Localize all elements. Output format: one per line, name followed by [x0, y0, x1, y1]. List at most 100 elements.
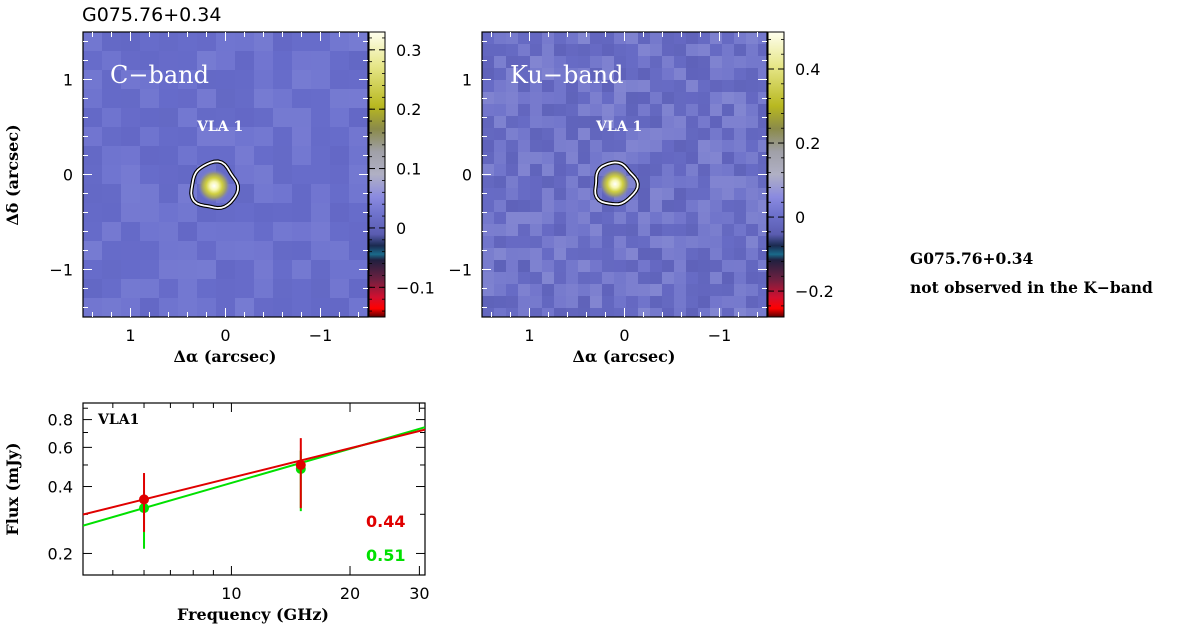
map-texture-cell — [626, 284, 638, 296]
map-texture-cell — [102, 279, 121, 298]
map-texture-cell — [578, 200, 590, 212]
map-texture-cell — [159, 184, 178, 203]
map-texture-cell — [494, 32, 506, 44]
map-texture-cell — [542, 236, 554, 248]
map-texture-cell — [698, 68, 710, 80]
map-texture-cell — [159, 260, 178, 279]
map-texture-cell — [578, 68, 590, 80]
map-texture-cell — [638, 68, 650, 80]
map-texture-cell — [482, 200, 494, 212]
c-band-source-emission — [197, 169, 231, 203]
map-texture-cell — [330, 184, 349, 203]
map-texture-cell — [662, 200, 674, 212]
map-texture-cell — [590, 200, 602, 212]
map-texture-cell — [542, 272, 554, 284]
map-texture-cell — [650, 128, 662, 140]
map-texture-cell — [626, 308, 638, 317]
map-texture-cell — [638, 104, 650, 116]
map-texture-cell — [662, 260, 674, 272]
map-texture-cell — [638, 188, 650, 200]
map-texture-cell — [554, 68, 566, 80]
map-texture-cell — [494, 248, 506, 260]
map-texture-cell — [311, 108, 330, 127]
map-texture-cell — [197, 127, 216, 146]
map-texture-cell — [674, 92, 686, 104]
map-texture-cell — [254, 298, 273, 317]
map-texture-cell — [686, 164, 698, 176]
c-band-y-axis-label: Δδ (arcsec) — [3, 124, 22, 225]
map-texture-cell — [734, 176, 746, 188]
map-texture-cell — [506, 44, 518, 56]
map-texture-cell — [292, 203, 311, 222]
map-texture-cell — [638, 272, 650, 284]
map-texture-cell — [746, 32, 758, 44]
map-texture-cell — [674, 80, 686, 92]
map-texture-cell — [292, 127, 311, 146]
map-texture-cell — [197, 298, 216, 317]
c-band-map-texture — [83, 32, 368, 317]
map-texture-cell — [566, 116, 578, 128]
map-texture-cell — [159, 89, 178, 108]
x-tick-label: 1 — [125, 326, 135, 345]
map-texture-cell — [121, 298, 140, 317]
map-texture-cell — [746, 308, 758, 317]
map-texture-cell — [159, 279, 178, 298]
map-texture-cell — [506, 32, 518, 44]
map-texture-cell — [273, 184, 292, 203]
map-texture-cell — [578, 164, 590, 176]
map-texture-cell — [602, 260, 614, 272]
map-texture-cell — [530, 248, 542, 260]
map-texture-cell — [650, 56, 662, 68]
map-texture-cell — [722, 224, 734, 236]
map-texture-cell — [602, 116, 614, 128]
map-texture-cell — [746, 128, 758, 140]
map-texture-cell — [674, 104, 686, 116]
map-texture-cell — [159, 32, 178, 51]
map-texture-cell — [590, 32, 602, 44]
map-texture-cell — [674, 116, 686, 128]
map-texture-cell — [506, 80, 518, 92]
map-texture-cell — [590, 140, 602, 152]
map-texture-cell — [662, 296, 674, 308]
map-texture-cell — [722, 116, 734, 128]
map-texture-cell — [650, 44, 662, 56]
map-texture-cell — [178, 89, 197, 108]
map-texture-cell — [734, 284, 746, 296]
sed-y-axis-label: Flux (mJy) — [3, 442, 22, 535]
map-texture-cell — [216, 108, 235, 127]
map-texture-cell — [698, 152, 710, 164]
map-texture-cell — [518, 92, 530, 104]
map-texture-cell — [722, 152, 734, 164]
map-texture-cell — [330, 165, 349, 184]
map-texture-cell — [330, 70, 349, 89]
map-texture-cell — [710, 308, 722, 317]
map-texture-cell — [578, 236, 590, 248]
map-texture-cell — [311, 51, 330, 70]
map-texture-cell — [330, 51, 349, 70]
map-texture-cell — [722, 236, 734, 248]
map-texture-cell — [121, 241, 140, 260]
map-texture-cell — [758, 68, 767, 80]
map-texture-cell — [311, 222, 330, 241]
map-texture-cell — [722, 248, 734, 260]
map-texture-cell — [494, 128, 506, 140]
map-texture-cell — [518, 68, 530, 80]
map-texture-cell — [650, 284, 662, 296]
map-texture-cell — [722, 128, 734, 140]
map-texture-cell — [140, 89, 159, 108]
map-texture-cell — [626, 140, 638, 152]
map-texture-cell — [686, 80, 698, 92]
map-texture-cell — [578, 284, 590, 296]
map-texture-cell — [83, 70, 102, 89]
map-texture-cell — [506, 200, 518, 212]
map-texture-cell — [674, 284, 686, 296]
map-texture-cell — [140, 127, 159, 146]
map-texture-cell — [482, 32, 494, 44]
map-texture-cell — [758, 308, 767, 317]
map-texture-cell — [722, 32, 734, 44]
map-texture-cell — [734, 308, 746, 317]
map-texture-cell — [602, 272, 614, 284]
sed-y-tick-labels: 0.2 0.4 0.6 0.8 — [48, 411, 73, 564]
map-texture-cell — [602, 140, 614, 152]
map-texture-cell — [722, 260, 734, 272]
